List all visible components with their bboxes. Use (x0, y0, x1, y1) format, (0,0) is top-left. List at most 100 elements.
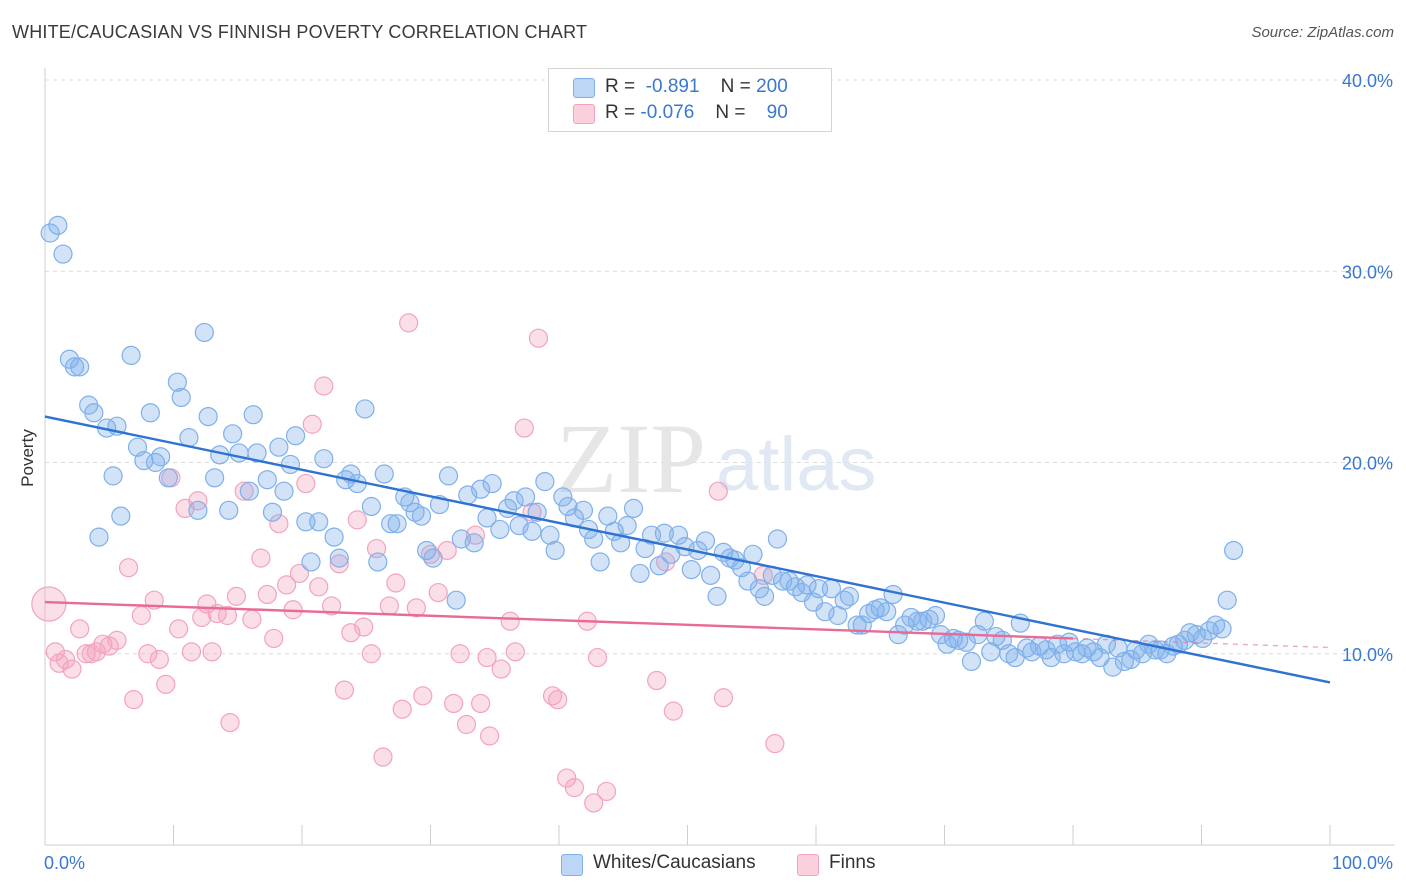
finns-point (428, 582, 448, 603)
finns-point (264, 628, 284, 649)
finns-point (465, 525, 486, 545)
finns-point (765, 734, 785, 754)
finns-point (584, 793, 604, 813)
legend-swatch-whites (573, 78, 595, 98)
whites-point (681, 559, 701, 580)
whites-point (324, 527, 344, 547)
whites-point (695, 531, 716, 551)
finns-point (548, 690, 568, 710)
finns-trend-extension (1072, 637, 1331, 649)
finns-point (181, 642, 202, 662)
whites-point (464, 533, 484, 553)
legend-text-finns: R = -0.076 N = 90 (605, 102, 788, 123)
whites-point (257, 470, 277, 490)
whites-point (387, 514, 407, 534)
whites-point (617, 516, 637, 536)
whites-point (280, 454, 301, 475)
whites-point (40, 223, 60, 243)
whites-point (269, 437, 289, 457)
whites-point (707, 586, 727, 606)
whites-point (262, 502, 283, 522)
finns-point (450, 644, 470, 664)
finns-point (477, 647, 497, 668)
whites-point (797, 575, 817, 595)
finns-point (276, 575, 297, 595)
finns-point (347, 510, 367, 530)
whites-point (145, 452, 166, 473)
whites-point (194, 322, 214, 343)
whites-point (611, 533, 631, 553)
whites-point (815, 602, 835, 622)
whites-point (70, 357, 90, 377)
whites-trend-line (44, 415, 1331, 684)
whites-point (701, 565, 721, 585)
finns-point (118, 558, 139, 578)
finns-point (500, 611, 520, 631)
whites-point (558, 496, 578, 517)
whites-point (103, 466, 123, 486)
y-axis-label: Poverty (18, 429, 37, 487)
watermark-atlas: atlas (716, 422, 877, 507)
whites-point (1121, 649, 1141, 670)
whites-point (158, 468, 178, 488)
whites-point (368, 552, 388, 572)
legend-text-whites: R = -0.891 N = 200 (605, 76, 788, 97)
legend-row-finns: R = -0.076 N = 90 (573, 102, 788, 126)
whites-point (171, 387, 191, 408)
trend-lines (44, 415, 1331, 684)
finns-point (379, 596, 399, 616)
finns-point (138, 644, 158, 664)
finns-point (557, 768, 577, 788)
whites-point (545, 540, 565, 561)
whites-point (573, 500, 594, 520)
finns-point (480, 726, 500, 746)
whites-point (1022, 642, 1042, 662)
finns-point (392, 699, 412, 719)
whites-point (1212, 619, 1232, 639)
whites-point (767, 529, 788, 549)
whites-point (1217, 590, 1237, 610)
whites-point (243, 405, 263, 425)
whites-point (301, 552, 321, 572)
finns-point (329, 554, 349, 574)
finns-point (491, 659, 511, 679)
whites-point (649, 556, 669, 576)
whites-point (956, 632, 976, 652)
finns-point (514, 418, 534, 438)
whites-point (64, 357, 85, 377)
x-tick-label: 0.0% (44, 853, 85, 873)
finns-point (220, 712, 240, 733)
finns-point (302, 414, 322, 434)
whites-point (247, 443, 267, 463)
finns-point (564, 778, 585, 798)
bottom-legend-label-whites: Whites/Caucasians (593, 852, 756, 873)
whites-point (504, 491, 524, 511)
finns-point (713, 688, 734, 708)
finns-point (289, 563, 310, 584)
finns-point (386, 573, 406, 593)
whites-point (417, 540, 437, 561)
finns-point (334, 680, 355, 700)
finns-point (226, 586, 247, 606)
y-tick-label: 10.0% (1342, 645, 1393, 665)
whites-point (167, 372, 187, 392)
whites-point (895, 615, 915, 635)
whites-point (888, 625, 908, 645)
finns-point (321, 596, 342, 616)
whites-point (668, 525, 689, 545)
whites-point (239, 481, 259, 501)
whites-point (381, 514, 401, 534)
whites-point (515, 487, 536, 507)
finns-point (107, 630, 127, 650)
whites-point (451, 529, 471, 549)
finns-point (257, 584, 277, 605)
tick-labels: 10.0% 20.0% 30.0% 40.0% 0.0% 100.0% (44, 71, 1393, 873)
whites-point (540, 525, 560, 545)
whites-point (274, 481, 294, 501)
finns-point (413, 686, 433, 706)
whites-point (738, 571, 758, 591)
x-tick-label: 100.0% (1332, 853, 1393, 873)
whites-point (198, 407, 218, 427)
finns-point (131, 605, 151, 626)
whites-point (553, 487, 573, 507)
